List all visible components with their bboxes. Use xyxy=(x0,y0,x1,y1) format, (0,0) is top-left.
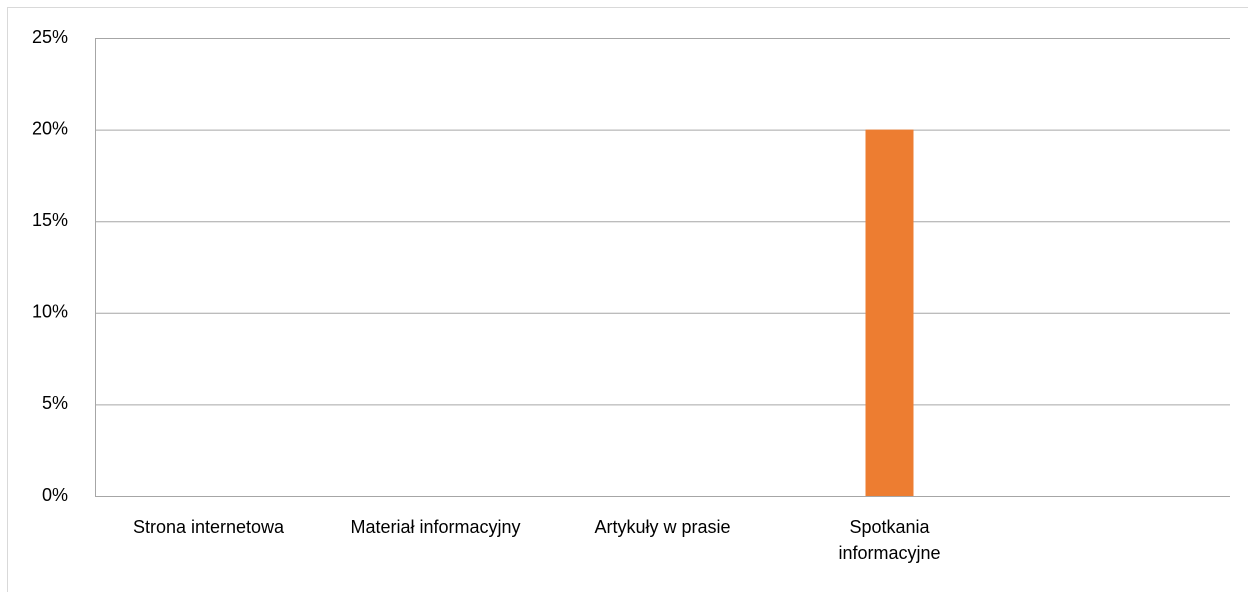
y-tick-label: 0% xyxy=(42,485,68,505)
y-tick-label: 10% xyxy=(32,302,68,322)
x-tick-label: Strona internetowa xyxy=(132,517,285,537)
y-tick-label: 5% xyxy=(42,393,68,413)
bar xyxy=(865,129,914,496)
chart-frame xyxy=(7,7,1248,592)
x-tick-label: Materiał informacyjny xyxy=(350,517,521,537)
x-tick-label: Spotkania informacyjne xyxy=(838,517,941,563)
y-tick-label: 20% xyxy=(32,118,68,138)
x-tick-label: Artykuły w prasie xyxy=(594,517,731,537)
y-tick-label: 25% xyxy=(32,27,68,47)
y-tick-label: 15% xyxy=(32,210,68,230)
